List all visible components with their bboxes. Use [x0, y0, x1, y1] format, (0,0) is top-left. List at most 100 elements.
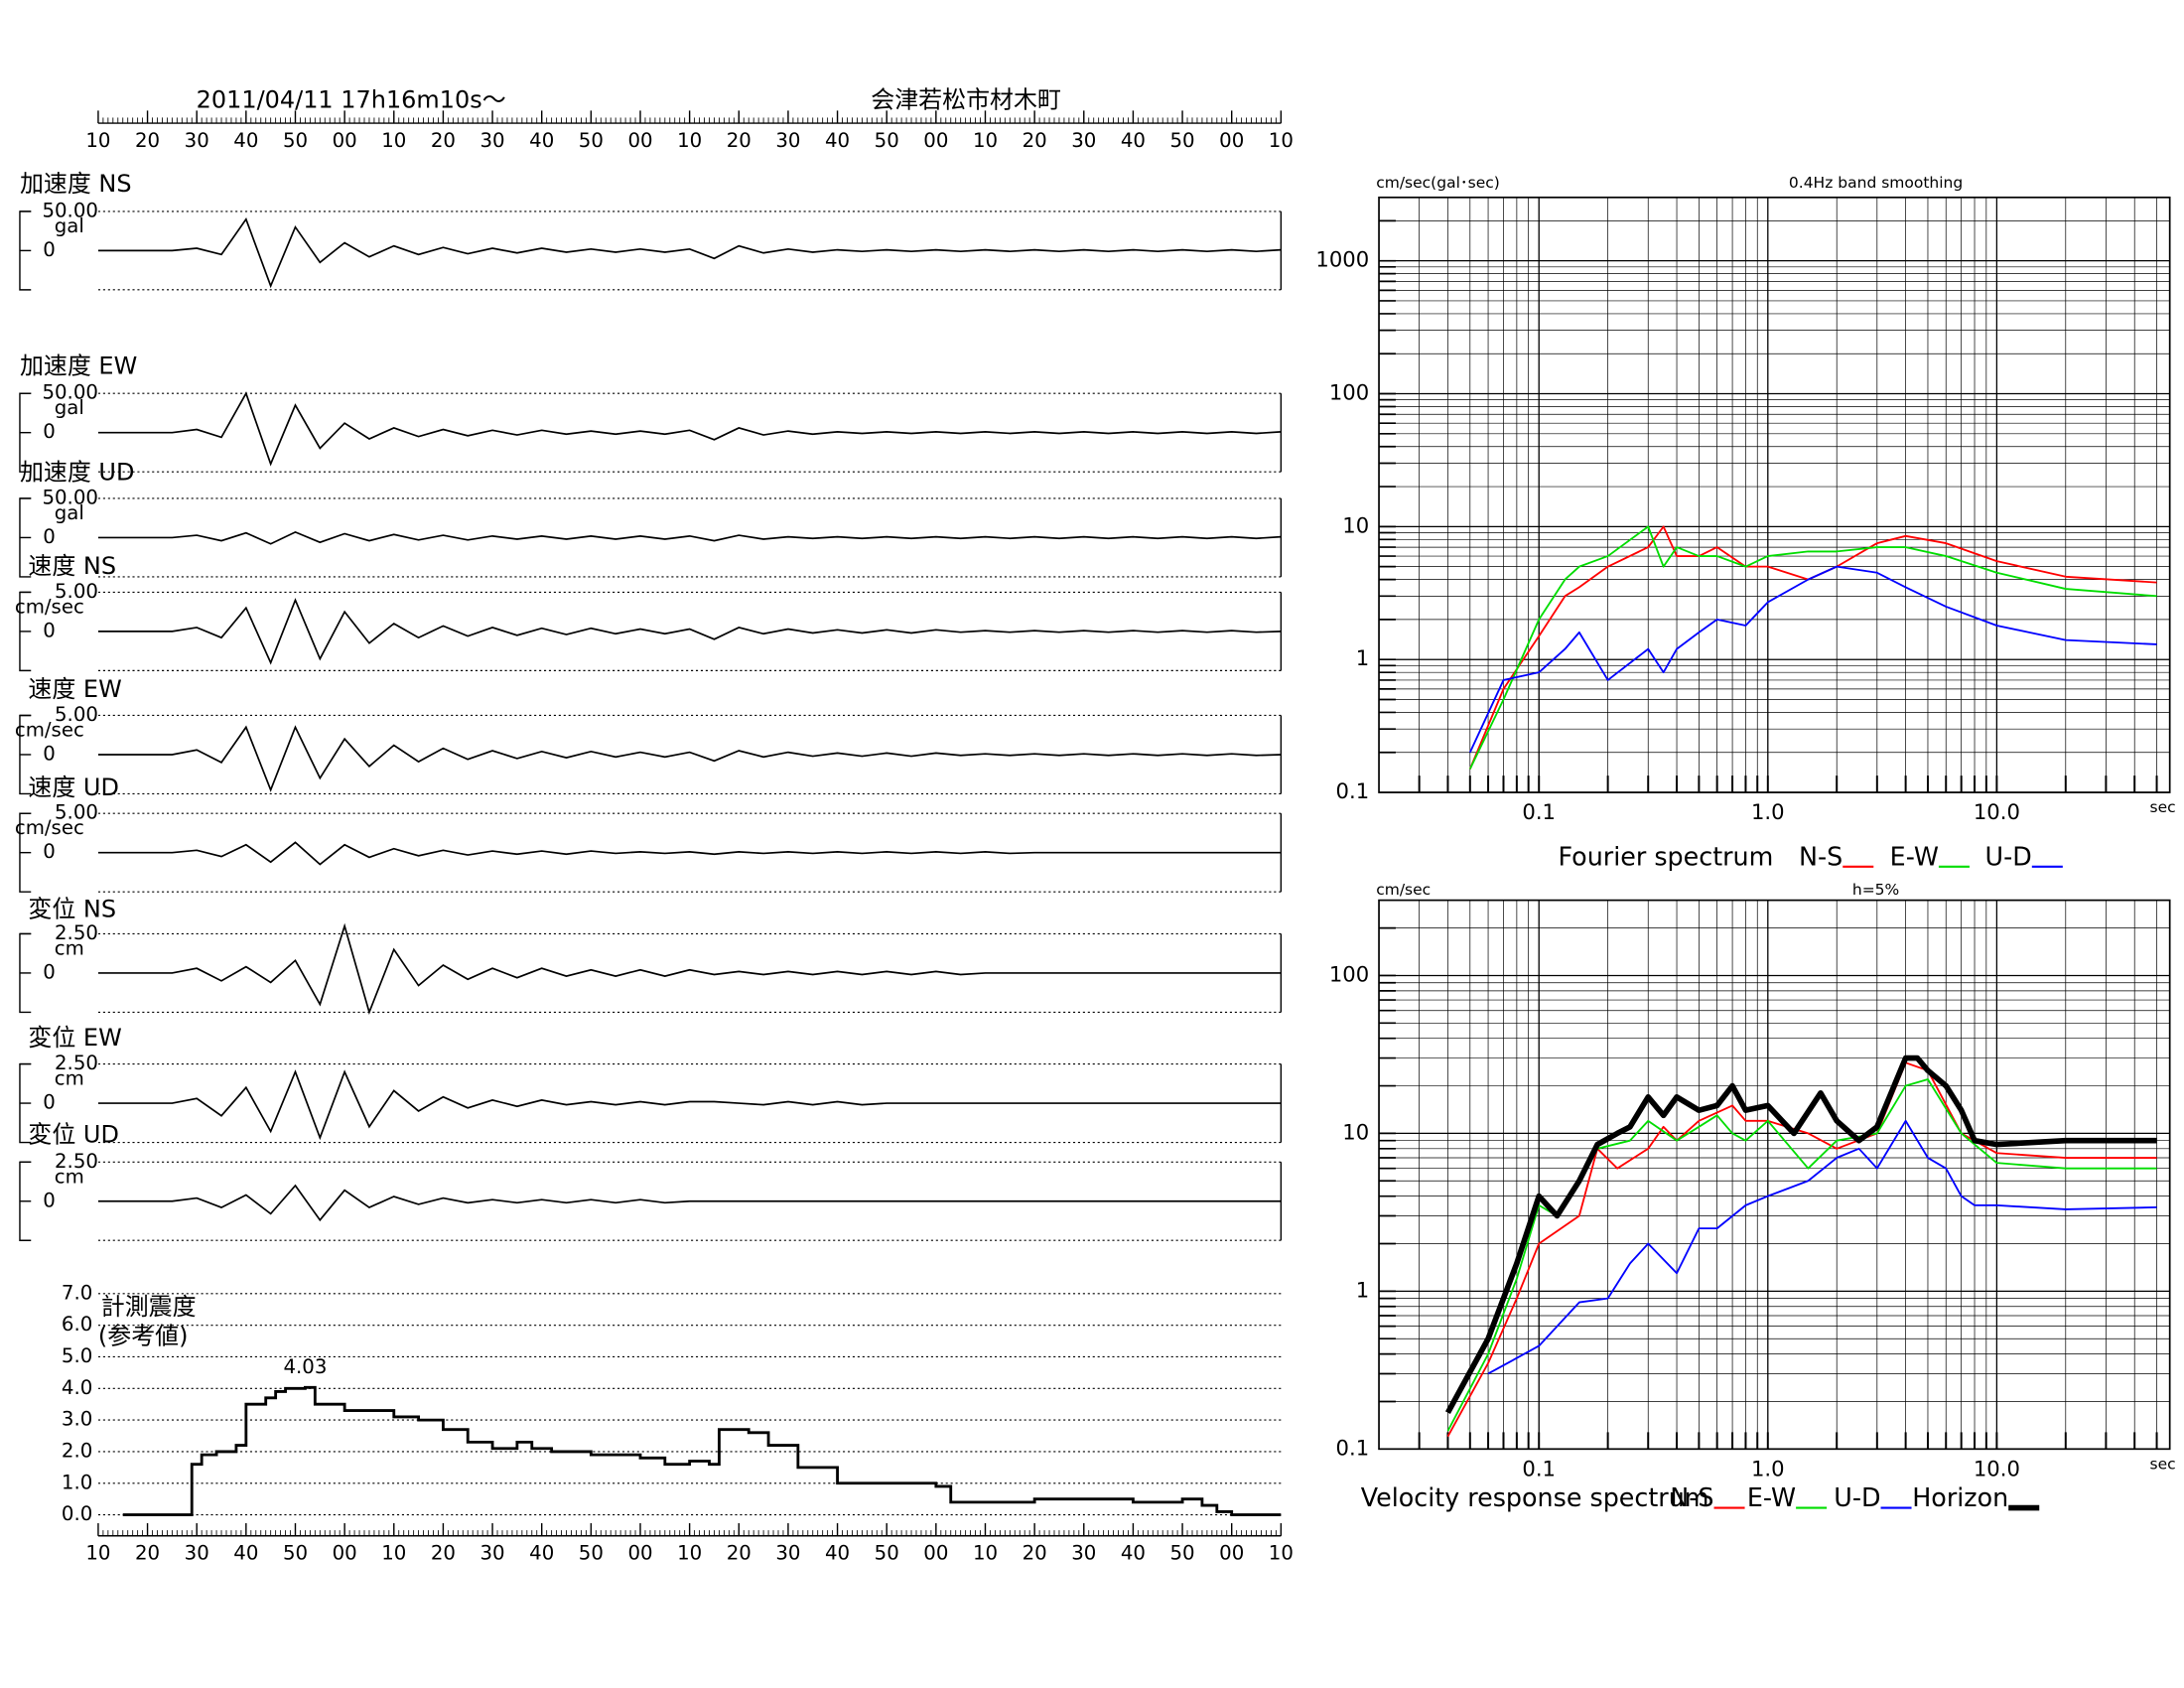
x-tick-label: 20 — [135, 129, 160, 152]
chart-subtitle: 0.4Hz band smoothing — [1789, 174, 1963, 192]
y-tick-label: 4.0 — [62, 1376, 92, 1399]
y-tick-label: 10 — [1342, 1119, 1369, 1144]
panel-name: 変位 EW — [28, 1024, 121, 1052]
y-tick-label: 0 — [43, 1189, 56, 1211]
x-tick-label: 00 — [1219, 1542, 1244, 1565]
x-tick-label: 00 — [333, 1542, 357, 1565]
waveform — [97, 598, 1282, 665]
x-tick-label: 20 — [431, 129, 456, 152]
intensity-line — [122, 1385, 1282, 1516]
y-tick-label: 1 — [1356, 1277, 1369, 1302]
y-tick-label: 5.00 — [55, 703, 98, 726]
x-tick-label: 10 — [1269, 1542, 1294, 1565]
y-tick-label: 1000 — [1315, 247, 1369, 272]
x-tick-label: 50 — [283, 1542, 308, 1565]
unit-label: cm/sec — [15, 816, 84, 839]
x-tick-label: 10 — [381, 129, 406, 152]
x-tick-label: 50 — [875, 129, 899, 152]
x-tick-label: 10 — [85, 129, 110, 152]
x-tick-label: 30 — [1071, 1542, 1096, 1565]
x-tick-label: 10.0 — [1974, 1456, 2020, 1480]
x-tick-label: 40 — [825, 129, 850, 152]
waveform — [97, 725, 1282, 792]
unit-label: cm/sec — [15, 595, 84, 618]
x-tick-label: 10 — [1269, 129, 1294, 152]
y-tick-label: 100 — [1329, 380, 1369, 405]
y-tick-label: 2.50 — [55, 921, 98, 944]
legend-label: U-D — [1985, 841, 2032, 871]
x-axis-unit: sec — [2150, 798, 2176, 816]
y-tick-label: 0 — [43, 742, 56, 765]
y-tick-label: 1.0 — [62, 1471, 92, 1493]
y-tick-label: 0 — [43, 619, 56, 641]
x-tick-label: 20 — [1023, 1542, 1047, 1565]
x-tick-label: 00 — [333, 129, 357, 152]
legend-label: Horizon — [1912, 1482, 2008, 1512]
y-tick-label: 0 — [43, 525, 56, 548]
y-axis-unit: cm/sec(gal･sec) — [1376, 174, 1500, 192]
x-tick-label: 10.0 — [1974, 799, 2020, 824]
legend-label: E-W — [1747, 1482, 1796, 1512]
y-tick-label: 5.00 — [55, 801, 98, 824]
legend-label: U-D — [1834, 1482, 1880, 1512]
x-tick-label: 00 — [923, 129, 948, 152]
waveform — [97, 922, 1282, 1016]
panel-name: 速度 EW — [28, 675, 121, 703]
x-tick-label: 10 — [381, 1542, 406, 1565]
x-tick-label: 20 — [431, 1542, 456, 1565]
x-tick-label: 50 — [283, 129, 308, 152]
chart-title: 計測震度 — [101, 1293, 197, 1321]
legend-title: Velocity response spectrum — [1361, 1482, 1709, 1512]
annotation: 4.03 — [283, 1355, 327, 1378]
y-tick-label: 50.00 — [42, 486, 97, 508]
x-tick-label: 30 — [775, 129, 800, 152]
y-tick-label: 0 — [43, 1091, 56, 1114]
x-tick-label: 20 — [135, 1542, 160, 1565]
x-tick-label: 00 — [627, 129, 652, 152]
x-tick-label: 50 — [579, 129, 604, 152]
panel-name: 速度 UD — [28, 774, 119, 801]
y-tick-label: 5.0 — [62, 1344, 92, 1367]
spectrum-line — [1468, 525, 2157, 770]
y-tick-label: 10 — [1342, 512, 1369, 537]
chart-subtitle: (参考値) — [98, 1323, 189, 1350]
spectrum-line — [1468, 565, 2157, 754]
x-tick-label: 00 — [923, 1542, 948, 1565]
x-tick-label: 50 — [1170, 129, 1195, 152]
waveform — [97, 391, 1282, 467]
panel-name: 加速度 EW — [20, 352, 137, 379]
y-tick-label: 0 — [43, 420, 56, 443]
x-tick-label: 40 — [1121, 129, 1146, 152]
unit-label: gal — [55, 214, 84, 237]
chart-subtitle: h=5% — [1852, 881, 1899, 899]
x-tick-label: 40 — [1121, 1542, 1146, 1565]
y-tick-label: 3.0 — [62, 1408, 92, 1431]
unit-label: gal — [55, 501, 84, 524]
series-group — [1468, 525, 2157, 770]
y-tick-label: 0 — [43, 238, 56, 261]
x-tick-label: 10 — [85, 1542, 110, 1565]
x-tick-label: 30 — [185, 129, 209, 152]
x-tick-label: 10 — [677, 129, 702, 152]
y-tick-label: 0 — [43, 960, 56, 983]
unit-label: cm — [55, 1067, 84, 1090]
x-tick-label: 10 — [973, 1542, 998, 1565]
legend-label: N-S — [1799, 841, 1843, 871]
y-tick-label: 2.50 — [55, 1052, 98, 1074]
x-tick-label: 40 — [529, 1542, 554, 1565]
waveform — [97, 216, 1282, 289]
spectrum-line — [1487, 1119, 2157, 1375]
x-tick-label: 40 — [529, 129, 554, 152]
x-tick-label: 50 — [579, 1542, 604, 1565]
unit-label: cm — [55, 1165, 84, 1188]
x-tick-label: 30 — [1071, 129, 1096, 152]
x-tick-label: 0.1 — [1522, 1456, 1556, 1480]
y-tick-label: 2.0 — [62, 1439, 92, 1462]
y-tick-label: 5.00 — [55, 580, 98, 603]
panel-name: 速度 NS — [28, 552, 116, 580]
waveform — [97, 1184, 1282, 1222]
x-tick-label: 30 — [185, 1542, 209, 1565]
unit-label: gal — [55, 396, 84, 419]
y-tick-label: 50.00 — [42, 199, 97, 221]
